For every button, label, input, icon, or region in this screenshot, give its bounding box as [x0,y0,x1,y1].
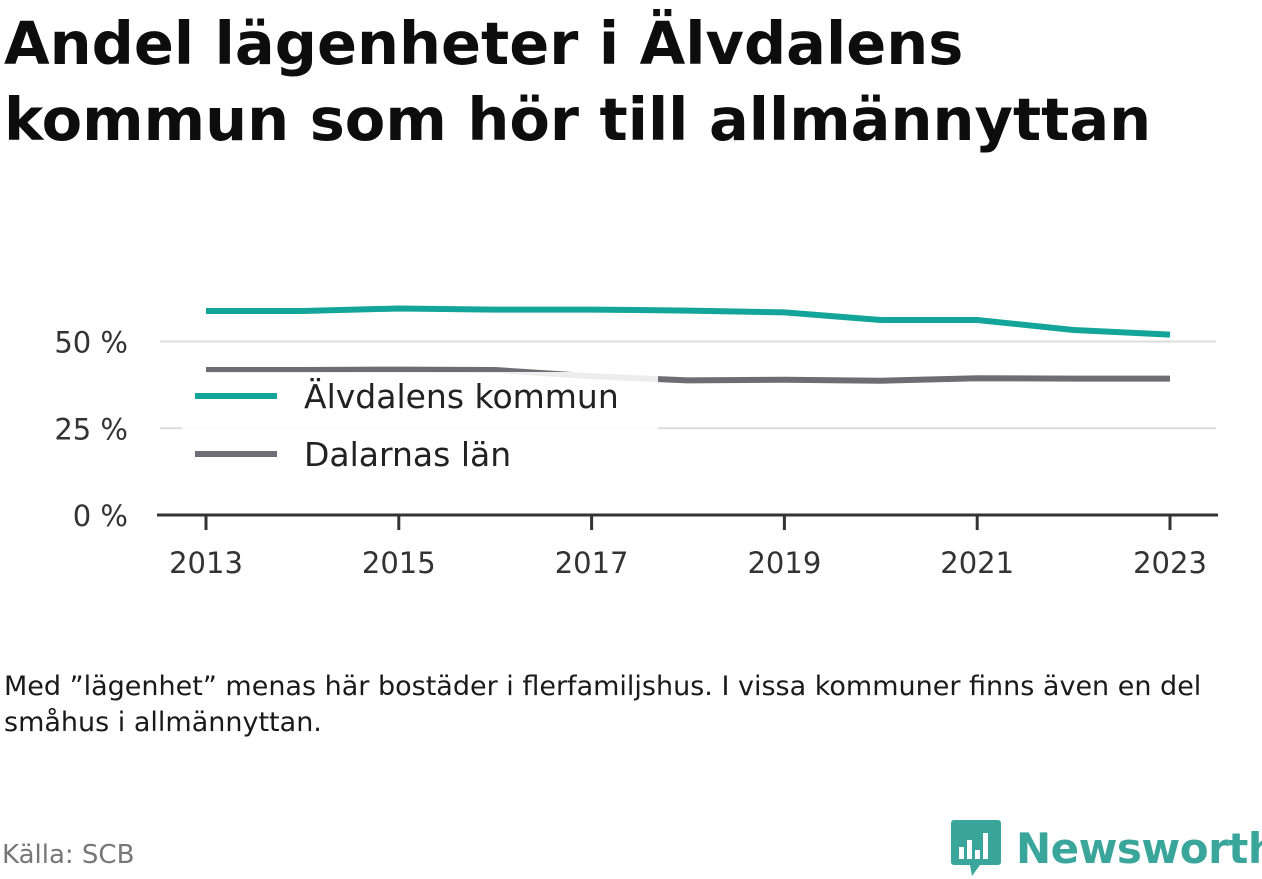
data-point-0 [1071,327,1077,333]
x-tick-label: 2019 [747,546,821,580]
source-label: Källa: SCB [2,840,135,870]
data-point-0 [589,307,595,313]
newsworthy-brand: Newsworthy [950,818,1262,878]
y-tick-label: 25 % [54,412,128,446]
legend-label-alvdalens: Älvdalens kommun [304,377,619,416]
line-chart: 0 % 25 % 50 % 2013 2015 2017 2019 2021 2023 Älv… [54,305,1218,580]
legend-label-dalarna: Dalarnas län [304,435,511,474]
y-tick-labels: 0 % 25 % 50 % [54,326,128,534]
data-point-0 [974,317,980,323]
data-point-0 [781,309,787,315]
y-tick-label: 0 % [73,499,128,533]
data-point-0 [492,307,498,313]
data-point-0 [203,308,209,314]
data-point-0 [685,308,691,314]
data-point-1 [878,378,884,384]
data-point-0 [878,317,884,323]
x-tick-label: 2023 [1133,546,1207,580]
series-lines [203,305,1173,384]
legend-background [182,372,658,484]
x-ticks: 2013 2015 2017 2019 2021 2023 [169,515,1207,580]
data-point-1 [1167,376,1173,382]
chart-title: Andel lägenheter i Älvdalens kommun som … [4,9,1152,154]
data-point-0 [1167,332,1173,338]
data-point-0 [299,308,305,314]
data-point-1 [781,377,787,383]
data-point-0 [396,306,402,312]
footnote: Med ”lägenhet” menas här bostäder i fler… [4,671,1202,738]
data-point-1 [396,367,402,373]
y-tick-label: 50 % [54,326,128,360]
legend: Älvdalens kommun Dalarnas län [182,372,658,484]
series-line-0 [206,305,1171,338]
series-line-1 [206,366,1170,384]
data-point-1 [685,377,691,383]
x-tick-label: 2015 [362,546,436,580]
brand-name: Newsworthy [1016,823,1262,873]
x-tick-label: 2013 [169,546,243,580]
x-tick-label: 2017 [555,546,629,580]
newsworthy-logo-icon [951,820,1001,876]
data-point-1 [974,375,980,381]
x-tick-label: 2021 [940,546,1014,580]
data-point-1 [1071,376,1077,382]
